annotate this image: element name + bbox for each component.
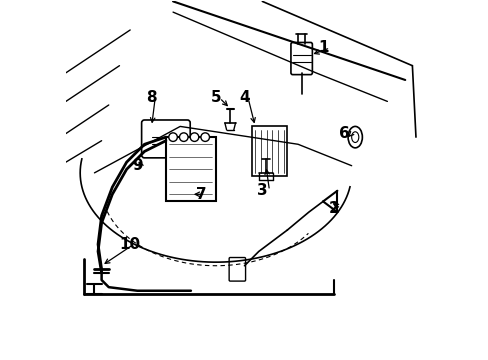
FancyBboxPatch shape <box>229 257 245 281</box>
Text: 4: 4 <box>239 90 249 105</box>
Circle shape <box>190 133 198 141</box>
Text: 1: 1 <box>317 40 327 55</box>
Text: 7: 7 <box>196 187 206 202</box>
Circle shape <box>179 133 188 141</box>
Text: 2: 2 <box>328 201 339 216</box>
Circle shape <box>201 133 209 141</box>
Text: 3: 3 <box>257 183 267 198</box>
Bar <box>165 137 216 202</box>
FancyBboxPatch shape <box>142 120 190 158</box>
Ellipse shape <box>347 126 362 148</box>
FancyBboxPatch shape <box>290 42 312 75</box>
Bar <box>251 126 287 176</box>
Text: 5: 5 <box>210 90 221 105</box>
Circle shape <box>168 133 177 141</box>
Text: 9: 9 <box>132 158 142 173</box>
Text: 8: 8 <box>146 90 157 105</box>
Ellipse shape <box>351 132 358 143</box>
Text: 6: 6 <box>339 126 349 141</box>
Text: 10: 10 <box>120 237 141 252</box>
